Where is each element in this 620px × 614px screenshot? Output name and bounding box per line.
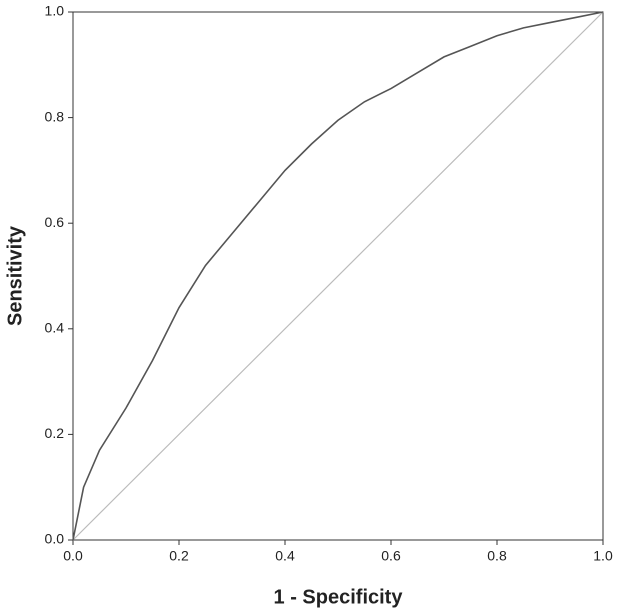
y-tick-label: 0.0: [45, 531, 65, 547]
y-tick-label: 0.8: [45, 108, 65, 124]
x-tick-label: 0.0: [63, 548, 83, 564]
curve: [72, 11, 604, 541]
y-tick-label: 0.6: [45, 214, 65, 230]
x-tick-label: 0.6: [381, 548, 401, 564]
x-tick-label: 0.4: [275, 548, 295, 564]
y-tick-label: 0.4: [45, 320, 65, 336]
y-tick-label: 0.2: [45, 425, 65, 441]
x-tick-label: 0.8: [487, 548, 507, 564]
x-tick-label: 0.2: [169, 548, 189, 564]
y-axis-title: Sensitivity: [4, 225, 26, 326]
x-tick-label: 1.0: [593, 548, 613, 564]
curve: [72, 11, 604, 541]
plot-frame: [72, 11, 604, 541]
x-axis-title: 1 - Specificity: [274, 586, 404, 608]
y-tick-label: 1.0: [45, 3, 65, 19]
